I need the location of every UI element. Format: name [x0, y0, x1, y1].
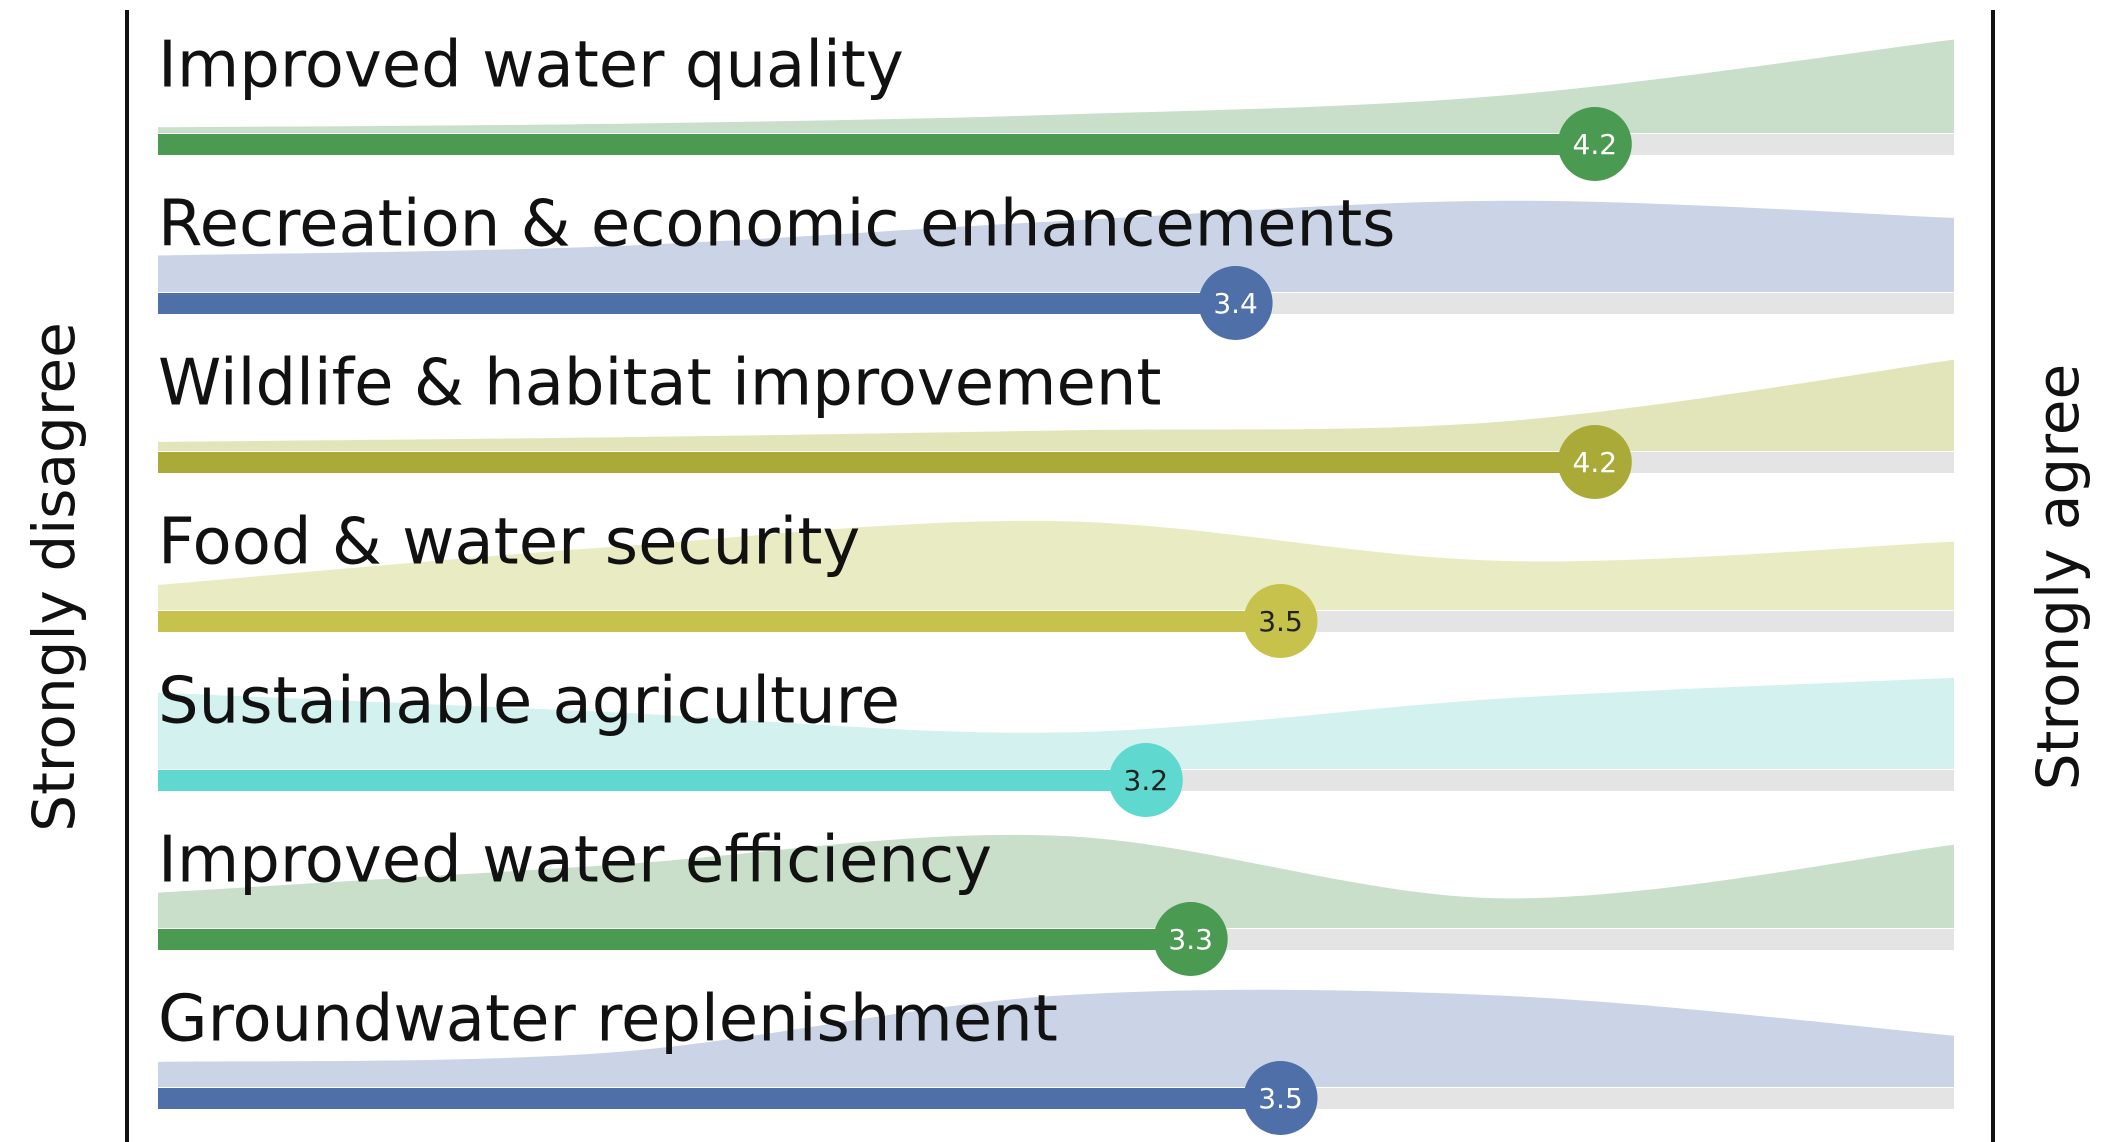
mean-label: 3.2 — [1124, 764, 1169, 797]
mean-marker — [1108, 743, 1183, 817]
mean-marker — [1243, 584, 1318, 658]
mean-marker — [1198, 266, 1273, 340]
mean-label: 4.2 — [1573, 446, 1618, 479]
mean-marker — [1557, 425, 1632, 499]
mean-label: 4.2 — [1573, 128, 1618, 161]
bar — [158, 452, 1595, 473]
mean-label: 3.3 — [1168, 923, 1213, 956]
mean-marker — [1557, 107, 1632, 181]
distribution-area — [158, 834, 1954, 928]
row-label: Food & water security — [158, 506, 860, 580]
row-label: Improved water efficiency — [158, 824, 992, 898]
bar — [158, 1088, 1281, 1109]
mean-label: 3.5 — [1258, 1082, 1303, 1115]
mean-marker — [1243, 1061, 1318, 1135]
right-label: Strongly agree — [2024, 364, 2092, 790]
row-label: Wildlife & habitat improvement — [158, 347, 1162, 421]
distribution-area — [158, 359, 1954, 451]
mean-label: 3.5 — [1258, 605, 1303, 638]
bar — [158, 929, 1191, 950]
distribution-area — [158, 200, 1954, 292]
row-label: Recreation & economic enhancements — [158, 188, 1396, 262]
distribution-area — [158, 677, 1954, 769]
row-label: Groundwater replenishment — [158, 983, 1058, 1057]
left-label: Strongly disagree — [20, 322, 88, 832]
bar — [158, 293, 1236, 314]
row-label: Sustainable agriculture — [158, 665, 900, 739]
distribution-area — [158, 39, 1954, 133]
bar — [158, 134, 1595, 155]
bar — [158, 770, 1146, 791]
mean-marker — [1153, 902, 1228, 976]
distribution-area — [158, 989, 1954, 1087]
mean-label: 3.4 — [1213, 287, 1258, 320]
distribution-area — [158, 520, 1954, 610]
bar — [158, 611, 1281, 632]
row-label: Improved water quality — [158, 29, 904, 103]
